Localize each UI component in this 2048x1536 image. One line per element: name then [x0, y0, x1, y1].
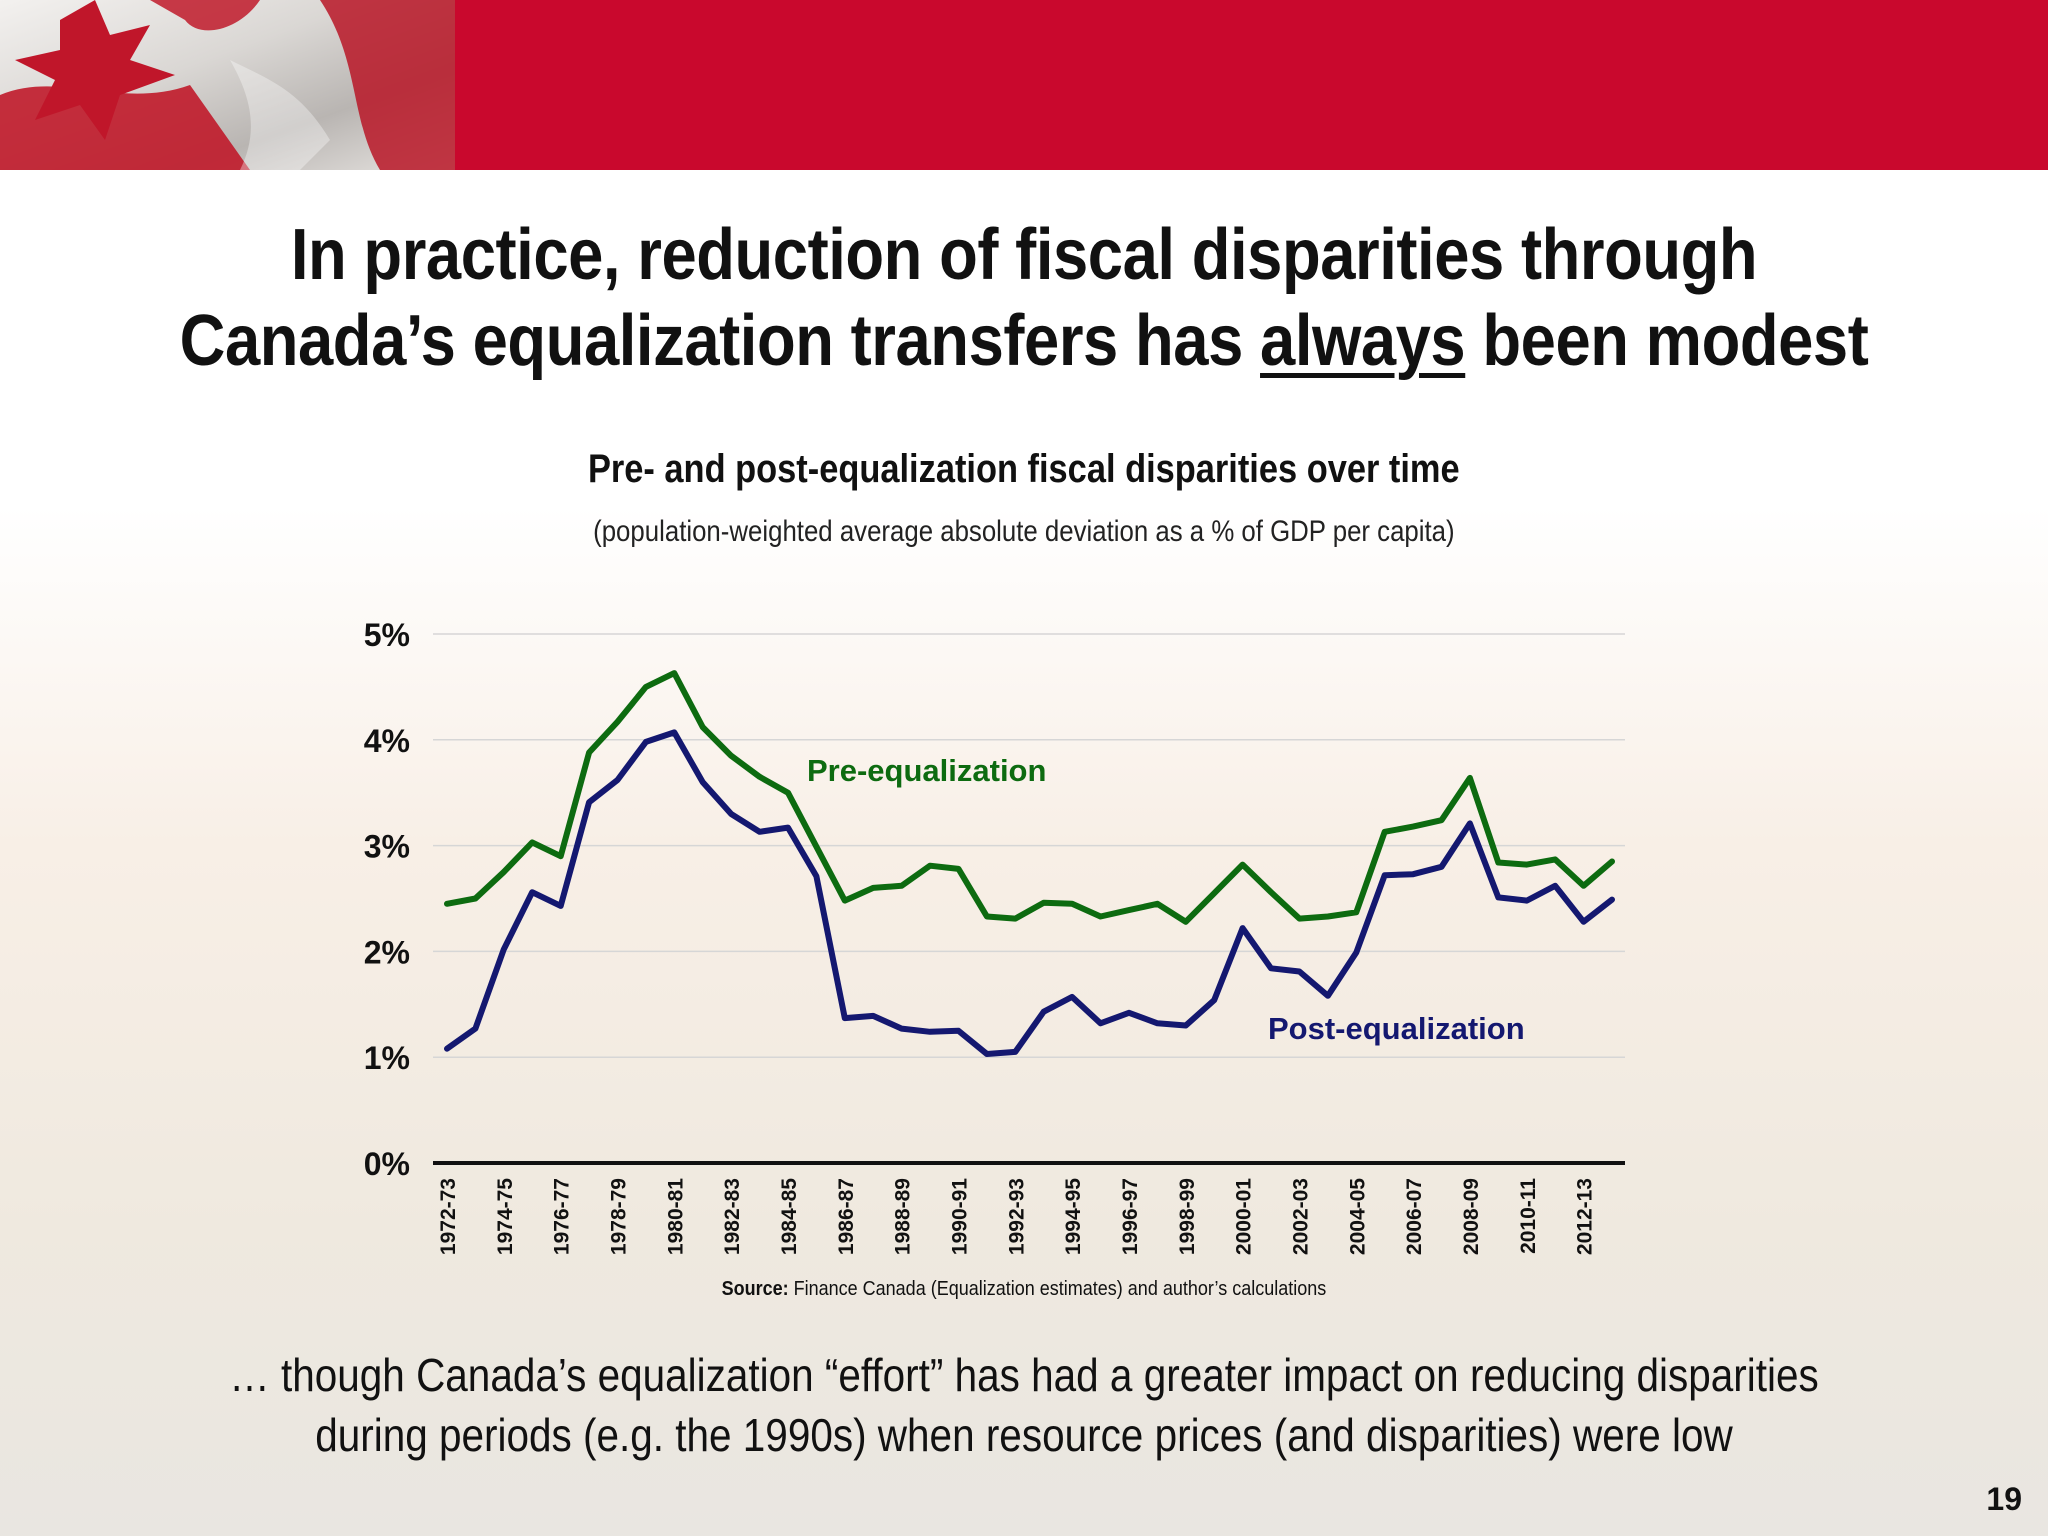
line-chart: 0% 1% 2% 3% 4% 5% 1972-73 1974-75 1976-77 1978-79…: [364, 617, 1625, 1255]
footnote: … though Canada’s equalization “effort” …: [0, 1345, 2048, 1465]
x-tick-label: 1994-95: [1062, 1178, 1085, 1255]
slide-title-line2: Canada’s equalization transfers has alwa…: [123, 298, 1925, 384]
y-tick-label: 5%: [364, 617, 410, 653]
x-tick-label: 1988-89: [892, 1178, 915, 1255]
series-line-post-equalization: [444, 729, 1615, 1057]
chart-title: Pre- and post-equalization fiscal dispar…: [0, 447, 2048, 492]
x-tick-label: 1986-87: [835, 1178, 858, 1255]
slide-title: In practice, reduction of fiscal dispari…: [0, 212, 2048, 384]
canadian-flag-image: [0, 0, 455, 170]
x-tick-label: 1984-85: [778, 1178, 801, 1255]
x-tick-label: 1978-79: [607, 1178, 630, 1255]
chart-subtitle: (population-weighted average absolute de…: [0, 515, 2048, 549]
source-label: Source:: [721, 1278, 789, 1300]
page-number: 19: [1986, 1481, 2022, 1517]
y-tick-label: 2%: [364, 934, 410, 970]
x-tick-label: 1996-97: [1119, 1178, 1142, 1255]
x-tick-label: 1980-81: [664, 1178, 687, 1255]
y-tick-label: 1%: [364, 1040, 410, 1076]
y-tick-label: 3%: [364, 829, 410, 865]
x-tick-label: 1992-93: [1005, 1178, 1028, 1255]
x-tick-label: 1998-99: [1176, 1178, 1199, 1255]
x-tick-label: 1974-75: [494, 1178, 517, 1255]
series-line-pre-equalization: [444, 670, 1615, 925]
source-note: Source: Finance Canada (Equalization est…: [0, 1278, 2048, 1301]
footnote-line1: … though Canada’s equalization “effort” …: [229, 1349, 1819, 1401]
x-tick-label: 1990-91: [948, 1178, 971, 1255]
slide-title-line1: In practice, reduction of fiscal dispari…: [290, 215, 1758, 295]
x-tick-label: 2004-05: [1346, 1178, 1369, 1255]
x-tick-label: 2010-11: [1517, 1178, 1540, 1254]
source-text: Finance Canada (Equalization estimates) …: [788, 1278, 1327, 1300]
x-tick-label: 2000-01: [1233, 1178, 1256, 1255]
y-tick-label: 4%: [364, 723, 410, 759]
series-label-post-equalization: Post-equalization: [1268, 1011, 1525, 1046]
x-tick-label: 1982-83: [721, 1178, 744, 1255]
chart-subtitle-text: (population-weighted average absolute de…: [593, 515, 1455, 548]
x-tick-label: 1976-77: [551, 1178, 574, 1255]
maple-leaf-icon: [0, 0, 455, 170]
footnote-line2: during periods (e.g. the 1990s) when res…: [315, 1409, 1733, 1461]
x-tick-label: 2006-07: [1403, 1178, 1426, 1255]
x-tick-label: 1972-73: [437, 1178, 460, 1255]
series-label-pre-equalization: Pre-equalization: [807, 753, 1046, 788]
chart-title-text: Pre- and post-equalization fiscal dispar…: [588, 447, 1460, 491]
slide-title-line2-post: been modest: [1465, 301, 1869, 381]
x-tick-label: 2008-09: [1460, 1178, 1483, 1255]
slide-title-line2-pre: Canada’s equalization transfers has: [179, 301, 1261, 381]
x-tick-label: 2012-13: [1574, 1178, 1597, 1255]
x-tick-label: 2002-03: [1289, 1178, 1312, 1255]
y-tick-label: 0%: [364, 1146, 410, 1182]
slide-title-emphasis: always: [1260, 301, 1466, 381]
